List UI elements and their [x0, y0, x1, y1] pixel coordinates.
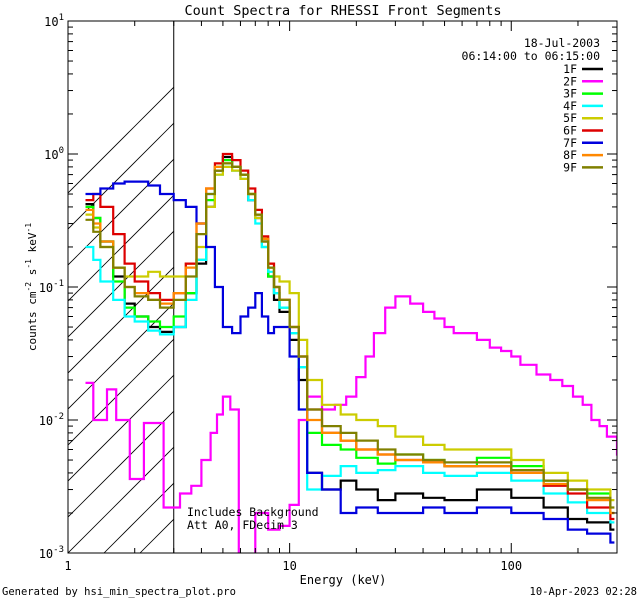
x-axis-label: Energy (keV): [300, 573, 387, 587]
chart-title: Count Spectra for RHESSI Front Segments: [185, 3, 502, 19]
hatch-line: [68, 410, 174, 518]
axis-ticks: [67, 20, 618, 554]
y-tick-labels: 10-3 10-2 10-1 100 101: [39, 13, 64, 561]
y-tick-label: 101: [44, 13, 64, 29]
x-tick-label: 100: [500, 559, 522, 573]
time-range-label: 06:14:00 to 06:15:00: [462, 49, 601, 63]
hatch-line: [572, 0, 640, 553]
hatch-line: [464, 0, 640, 553]
legend-label-5f: 5F: [563, 111, 577, 125]
legend-label-9f: 9F: [563, 160, 577, 174]
hatch-line: [68, 266, 174, 374]
legend-label-3f: 3F: [563, 87, 577, 101]
date-label: 18-Jul-2003: [524, 36, 600, 50]
legend-label-7f: 7F: [563, 136, 577, 150]
hatch-line: [68, 194, 174, 302]
hatch-line: [68, 158, 174, 266]
legend-label-1f: 1F: [563, 62, 577, 76]
hatch-line: [608, 0, 640, 553]
annotation-attenuator: Att A0, FDecim 3: [187, 518, 298, 532]
y-tick-label: 10-1: [39, 279, 64, 295]
series-7f: [85, 180, 615, 544]
y-tick-label: 10-2: [39, 412, 64, 428]
hatch-line: [68, 446, 174, 553]
y-axis-label: counts cm-2 s-1 keV-1: [24, 223, 39, 351]
x-tick-labels: 1 10 100: [64, 559, 522, 573]
hatch-line: [356, 0, 640, 553]
series-6f: [85, 152, 615, 521]
legend-label-4f: 4F: [563, 99, 577, 113]
hatch-line: [536, 0, 640, 553]
series-2f: [85, 295, 617, 553]
timestamp-label: 10-Apr-2023 02:28: [530, 586, 637, 598]
series-9f: [85, 162, 615, 509]
legend-label-6f: 6F: [563, 124, 577, 138]
hatch-line: [320, 0, 640, 553]
annotation-background: Includes Background: [187, 505, 319, 519]
y-tick-label: 100: [44, 146, 64, 162]
hatch-line: [68, 86, 174, 194]
legend-label-2f: 2F: [563, 74, 577, 88]
hatch-line: [284, 0, 640, 553]
hatch-line: [68, 230, 174, 338]
hatched-region: [68, 0, 640, 553]
x-tick-label: 1: [64, 559, 71, 573]
y-tick-label: 10-3: [39, 545, 64, 561]
generated-by-label: Generated by hsi_min_spectra_plot.pro: [2, 586, 236, 598]
legend-label-8f: 8F: [563, 148, 577, 162]
series-layer: [85, 152, 617, 553]
hatch-line: [68, 374, 174, 482]
x-tick-label: 10: [282, 559, 296, 573]
